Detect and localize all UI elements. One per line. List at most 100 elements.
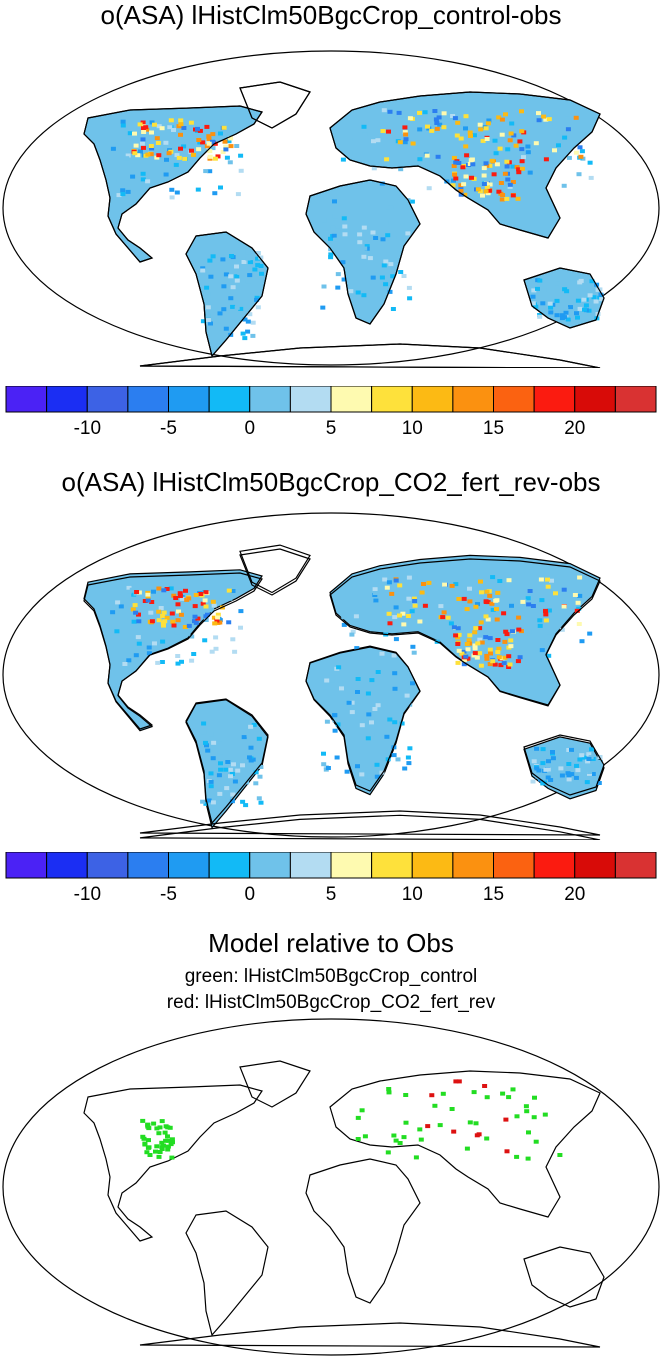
data-cell bbox=[373, 598, 379, 603]
data-cell bbox=[200, 140, 206, 145]
data-cell bbox=[175, 618, 181, 623]
data-cell bbox=[517, 139, 523, 144]
data-cell bbox=[539, 598, 545, 603]
data-cell bbox=[140, 120, 146, 125]
data-cell bbox=[191, 152, 196, 157]
data-cell bbox=[566, 748, 572, 752]
data-cell bbox=[133, 143, 139, 148]
data-cell bbox=[145, 1124, 151, 1129]
data-cell bbox=[355, 764, 360, 769]
data-cell bbox=[171, 128, 176, 132]
data-cell bbox=[424, 153, 430, 158]
data-cell bbox=[562, 287, 568, 292]
data-cell bbox=[595, 287, 601, 292]
data-cell bbox=[207, 154, 213, 159]
data-cell bbox=[453, 176, 459, 181]
data-cell bbox=[139, 141, 145, 146]
data-cell bbox=[509, 121, 515, 126]
data-cell bbox=[540, 761, 546, 766]
data-cell bbox=[411, 650, 417, 655]
data-cell bbox=[589, 747, 594, 752]
data-cell bbox=[440, 615, 446, 620]
data-cell bbox=[388, 262, 394, 267]
data-cell bbox=[403, 1093, 409, 1097]
data-cell bbox=[136, 612, 141, 617]
data-cell bbox=[148, 610, 154, 615]
data-cell bbox=[467, 633, 473, 638]
data-cell bbox=[245, 256, 251, 261]
data-cell bbox=[174, 630, 180, 635]
data-cell bbox=[526, 1130, 531, 1135]
data-cell bbox=[210, 254, 216, 259]
data-cell bbox=[406, 285, 412, 290]
legend-green-text: green: lHistClm50BgcCrop_control bbox=[184, 966, 478, 987]
data-cell bbox=[334, 755, 340, 760]
data-cell bbox=[455, 660, 461, 665]
data-cell bbox=[483, 599, 489, 604]
data-cell bbox=[475, 602, 480, 607]
data-cell bbox=[543, 767, 549, 772]
data-cell bbox=[220, 797, 226, 801]
data-cell bbox=[401, 622, 407, 627]
data-cell bbox=[410, 141, 416, 146]
data-cell bbox=[566, 773, 572, 778]
data-cell bbox=[525, 150, 531, 155]
data-cell bbox=[242, 754, 247, 759]
colorbar-swatch bbox=[614, 852, 657, 879]
data-cell bbox=[144, 1150, 150, 1155]
data-cell bbox=[331, 233, 337, 238]
data-cell bbox=[458, 192, 464, 197]
data-cell bbox=[397, 583, 403, 588]
data-cell bbox=[171, 593, 177, 598]
data-cell bbox=[349, 632, 355, 637]
data-cell bbox=[176, 155, 182, 160]
data-cell bbox=[152, 641, 157, 646]
data-cell bbox=[403, 1120, 409, 1125]
data-cell bbox=[578, 154, 584, 159]
data-cell bbox=[547, 284, 553, 288]
data-cell bbox=[526, 629, 532, 634]
data-cell bbox=[557, 1153, 563, 1157]
data-cell bbox=[397, 1141, 403, 1145]
data-cell bbox=[575, 298, 581, 303]
data-cell bbox=[205, 313, 211, 318]
data-cell bbox=[192, 614, 198, 619]
data-cell bbox=[367, 256, 373, 261]
data-cell bbox=[253, 770, 259, 775]
data-cell bbox=[392, 720, 398, 725]
data-cell bbox=[198, 592, 204, 596]
data-cell bbox=[587, 160, 593, 165]
data-cell bbox=[173, 123, 179, 128]
data-cell bbox=[514, 1114, 520, 1119]
data-cell bbox=[574, 311, 579, 316]
data-cell bbox=[493, 151, 499, 156]
data-cell bbox=[451, 1129, 457, 1134]
data-cell bbox=[342, 232, 348, 237]
data-cell bbox=[441, 125, 447, 130]
data-cell bbox=[495, 590, 501, 595]
data-cell bbox=[328, 236, 333, 241]
data-cell bbox=[216, 773, 222, 778]
data-cell bbox=[467, 1120, 473, 1125]
data-cell bbox=[193, 620, 199, 625]
data-cell bbox=[496, 655, 502, 660]
data-cell bbox=[568, 781, 574, 786]
data-cell bbox=[178, 122, 184, 127]
data-cell bbox=[178, 132, 183, 137]
data-cell bbox=[598, 759, 603, 764]
data-cell bbox=[234, 274, 240, 279]
data-cell bbox=[357, 232, 363, 237]
data-cell bbox=[241, 735, 247, 740]
data-cell bbox=[456, 161, 462, 165]
panel1-map-content bbox=[2, 50, 660, 368]
colorbar-swatch bbox=[5, 386, 48, 413]
data-cell bbox=[388, 221, 394, 225]
data-cell bbox=[411, 596, 417, 601]
data-cell bbox=[464, 642, 470, 646]
data-cell bbox=[200, 601, 206, 606]
data-cell bbox=[186, 623, 192, 628]
colorbar-tick-label: -5 bbox=[160, 418, 177, 439]
continent-southAmerica bbox=[185, 231, 269, 358]
data-cell bbox=[212, 191, 218, 196]
data-cell bbox=[127, 131, 133, 136]
